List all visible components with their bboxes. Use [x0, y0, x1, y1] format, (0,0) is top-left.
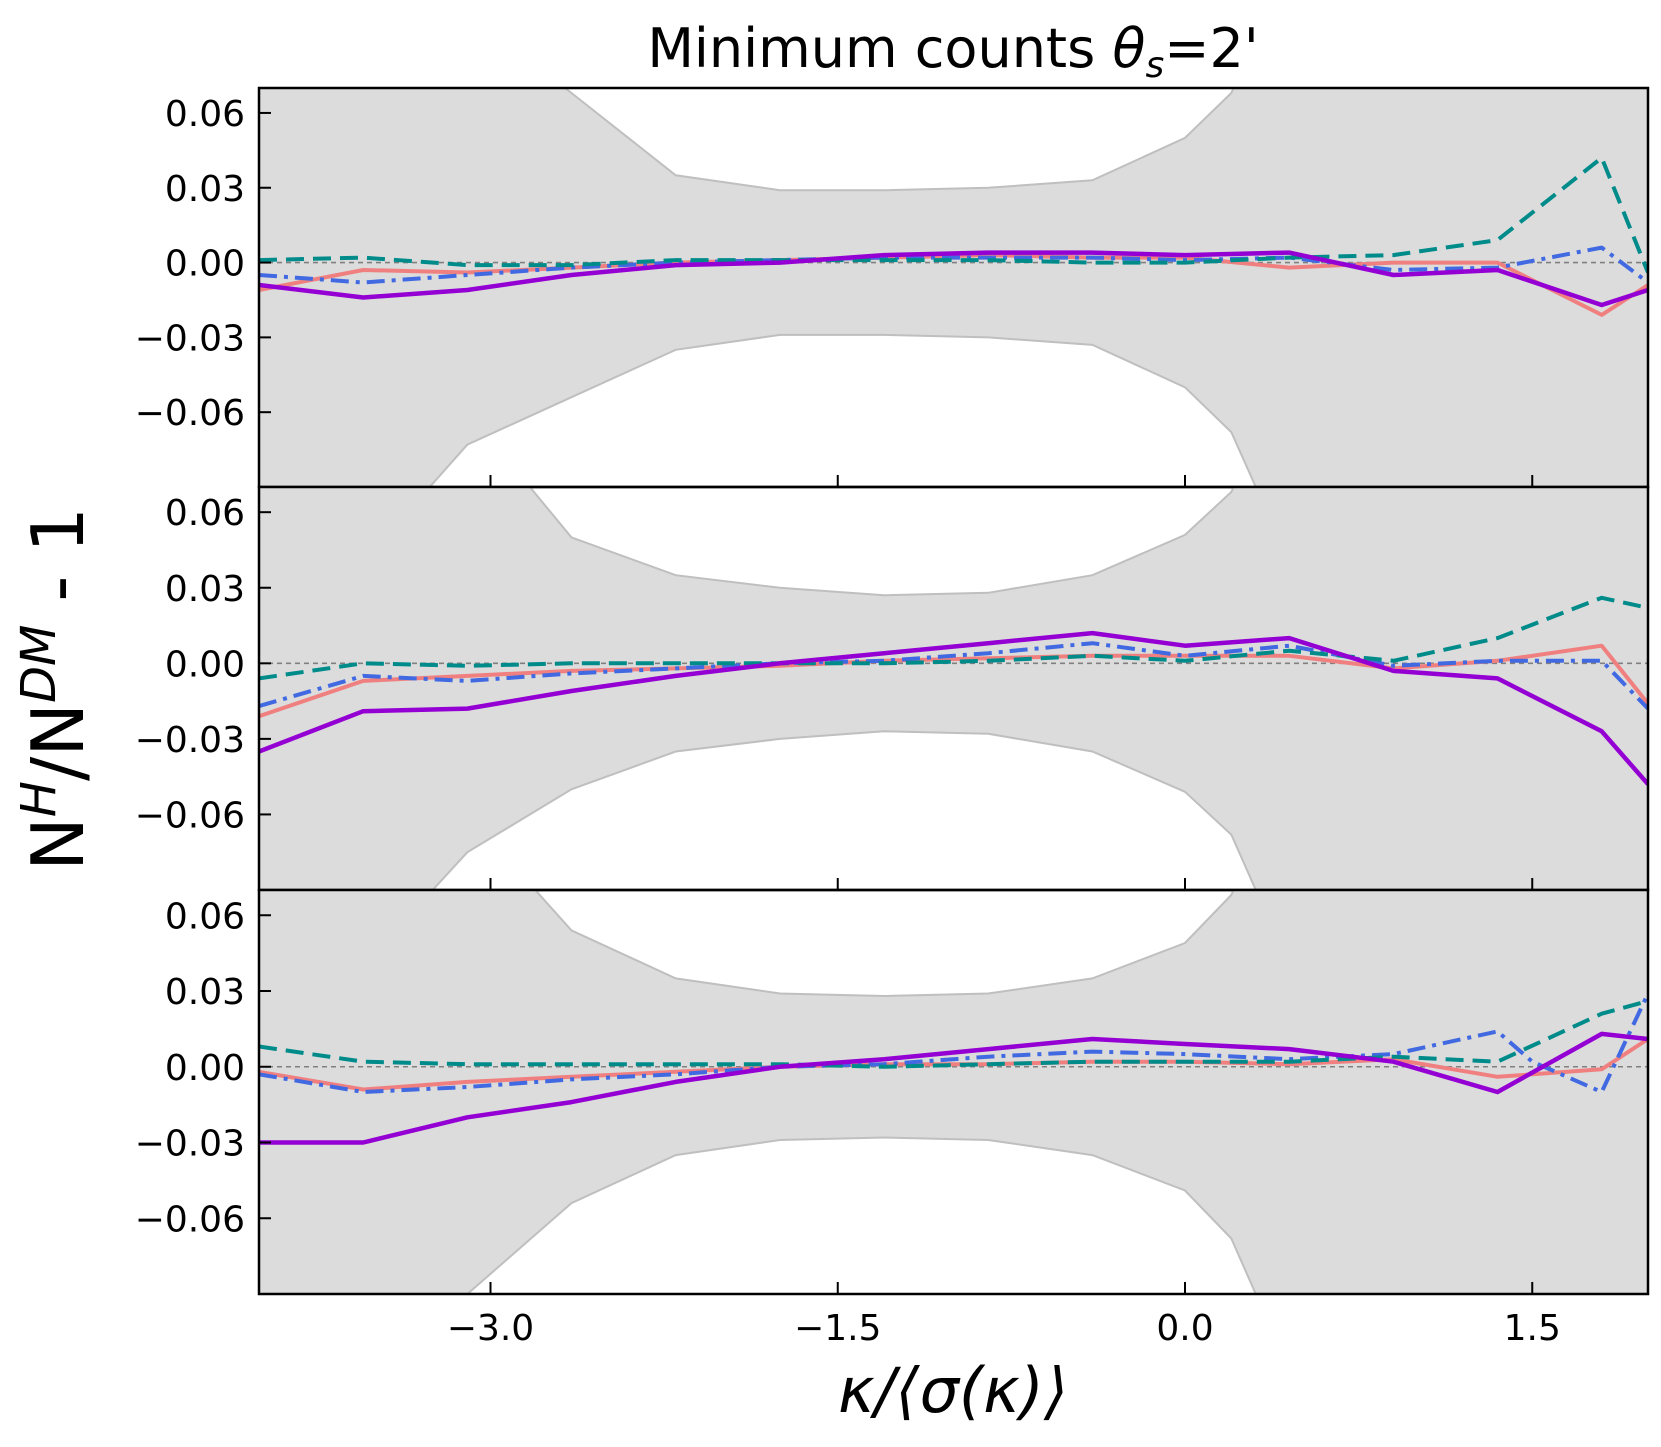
series-line-royalblue-dashdot [259, 992, 1648, 1094]
series-line-purple-solid [259, 1031, 1648, 1145]
panel-middle: 0.06 0.03 0.00 −0.03 −0.06 [135, 485, 1650, 892]
panel-frame [257, 888, 1650, 1296]
y-tick-label: −0.06 [135, 795, 245, 836]
panels: 0.06 0.03 0.00 −0.03 −0.06 0.06 0.03 0.00 −0.03 −… [135, 86, 1650, 1349]
title-subscript: s [1145, 45, 1164, 86]
ylabel-sup-dm: DM [11, 625, 67, 703]
series-line-teal-dashed [259, 155, 1648, 274]
y-axis-label: NH/NDM - 1 [11, 507, 100, 871]
plot-area-middle [259, 487, 1648, 890]
chart-title: Minimum counts θs=2' [647, 17, 1258, 86]
series-line-royalblue-dashdot [259, 641, 1648, 710]
y-tick-label: 0.03 [165, 972, 245, 1013]
x-tick-label: −1.5 [794, 1308, 881, 1349]
y-tick-label: −0.03 [135, 1124, 245, 1165]
title-symbol: θ [1112, 17, 1145, 80]
x-axis-label: κ/⟨σ(κ)⟩ [838, 1354, 1068, 1427]
y-tick-label: 0.00 [165, 644, 245, 685]
panel-top: 0.06 0.03 0.00 −0.03 −0.06 [135, 86, 1650, 489]
panel-bottom: 0.06 0.03 0.00 −0.03 −0.06 −3.0 −1.5 0.0 1.5 [135, 888, 1650, 1349]
y-tick-label: 0.03 [165, 569, 245, 610]
series-line-teal-dashed [259, 999, 1648, 1069]
series-line-purple-solid [259, 630, 1648, 786]
y-tick-label: 0.00 [165, 244, 245, 285]
x-tick-label: 0.0 [1156, 1308, 1213, 1349]
plot-area-bottom [259, 890, 1648, 1294]
y-tick-label: −0.03 [135, 318, 245, 359]
title-suffix: =2' [1164, 17, 1258, 80]
series-line-salmon-solid [259, 643, 1648, 719]
series-line-teal-dashed [259, 595, 1648, 681]
y-tick-label: 0.06 [165, 493, 245, 534]
y-tick-label: 0.06 [165, 896, 245, 937]
x-tick-label: 1.5 [1504, 1308, 1561, 1349]
uncertainty-band [259, 890, 1648, 1294]
uncertainty-band [259, 88, 1648, 487]
y-tick-label: −0.06 [135, 393, 245, 434]
uncertainty-band [259, 487, 1648, 890]
x-tick-label: −3.0 [447, 1308, 534, 1349]
ylabel-tail: - 1 [16, 507, 100, 625]
y-tick-label: 0.06 [165, 94, 245, 135]
title-prefix: Minimum counts [647, 17, 1112, 80]
y-tick-label: −0.03 [135, 720, 245, 761]
y-tick-label: −0.06 [135, 1199, 245, 1240]
ylabel-base: N [16, 817, 100, 871]
y-tick-label: 0.00 [165, 1048, 245, 1089]
y-tick-label: 0.03 [165, 169, 245, 210]
series-line-purple-solid [259, 250, 1648, 308]
ylabel-slash: /N [16, 703, 100, 781]
ylabel-sup-h: H [11, 781, 67, 817]
series-line-royalblue-dashdot [259, 245, 1648, 285]
plot-area-top [259, 88, 1648, 487]
